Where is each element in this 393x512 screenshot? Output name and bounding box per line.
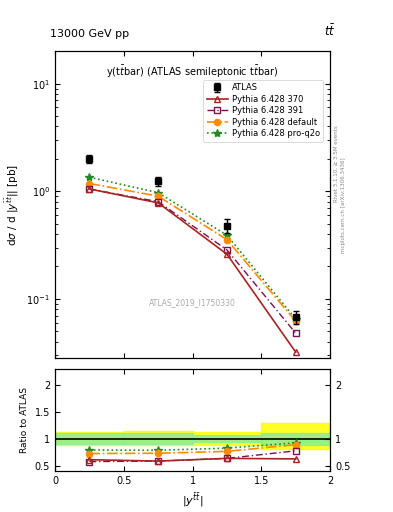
Line: Pythia 6.428 default: Pythia 6.428 default [86, 180, 299, 325]
Text: mcplots.cern.ch [arXiv:1306.3436]: mcplots.cern.ch [arXiv:1306.3436] [342, 157, 346, 252]
Line: Pythia 6.428 370: Pythia 6.428 370 [86, 185, 299, 356]
Pythia 6.428 pro-q2o [293, 316, 298, 322]
Pythia 6.428 default [225, 237, 230, 243]
Pythia 6.428 pro-q2o [225, 232, 230, 239]
Pythia 6.428 pro-q2o [156, 189, 161, 196]
Text: $t\bar{t}$: $t\bar{t}$ [324, 24, 336, 39]
Y-axis label: d$\sigma$ / d |$y^{\bar{t}\bar{t}}$|| [pb]: d$\sigma$ / d |$y^{\bar{t}\bar{t}}$|| [p… [4, 164, 21, 246]
Text: 13000 GeV pp: 13000 GeV pp [50, 29, 129, 39]
Pythia 6.428 391 [87, 186, 92, 192]
Pythia 6.428 391 [293, 330, 298, 336]
Pythia 6.428 370 [156, 200, 161, 206]
Line: Pythia 6.428 pro-q2o: Pythia 6.428 pro-q2o [85, 173, 300, 323]
Pythia 6.428 370 [87, 186, 92, 192]
Text: y(t$\bar{t}$bar) (ATLAS semileptonic t$\bar{t}$bar): y(t$\bar{t}$bar) (ATLAS semileptonic t$\… [107, 63, 279, 79]
Pythia 6.428 391 [156, 199, 161, 205]
Legend: ATLAS, Pythia 6.428 370, Pythia 6.428 391, Pythia 6.428 default, Pythia 6.428 pr: ATLAS, Pythia 6.428 370, Pythia 6.428 39… [204, 80, 323, 142]
X-axis label: |$y^{\bar{t}\bar{t}}$|: |$y^{\bar{t}\bar{t}}$| [182, 492, 203, 509]
Text: Rivet 3.1.10, ≥ 3.5M events: Rivet 3.1.10, ≥ 3.5M events [334, 125, 338, 202]
Pythia 6.428 370 [225, 251, 230, 258]
Pythia 6.428 default [87, 180, 92, 186]
Text: ATLAS_2019_I1750330: ATLAS_2019_I1750330 [149, 298, 236, 308]
Pythia 6.428 default [293, 318, 298, 324]
Y-axis label: Ratio to ATLAS: Ratio to ATLAS [20, 387, 29, 453]
Pythia 6.428 pro-q2o [87, 174, 92, 180]
Line: Pythia 6.428 391: Pythia 6.428 391 [86, 186, 299, 336]
Pythia 6.428 default [156, 193, 161, 199]
Pythia 6.428 391 [225, 247, 230, 253]
Pythia 6.428 370 [293, 349, 298, 355]
